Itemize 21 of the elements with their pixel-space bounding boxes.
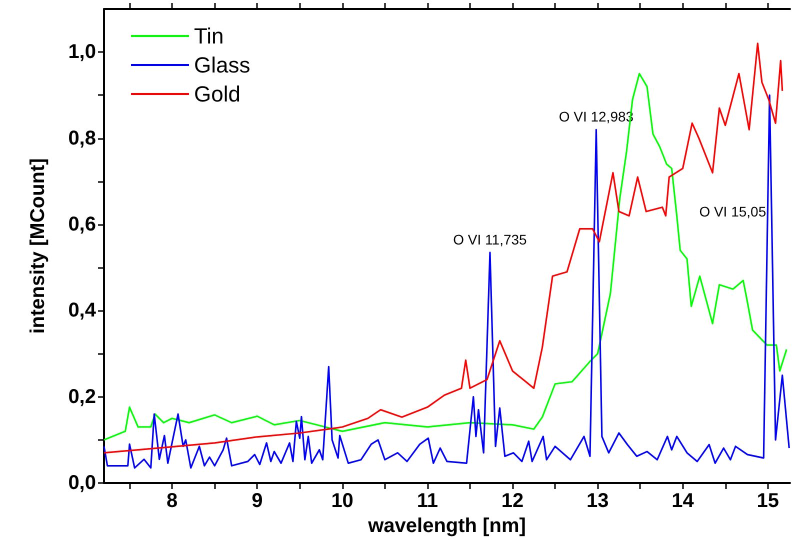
x-tick-label: 11 <box>416 490 438 512</box>
legend-label: Glass <box>194 52 250 78</box>
y-tick-label: 0,2 <box>68 386 96 408</box>
annotation: O VI 11,735 <box>453 231 528 248</box>
legend-label: Tin <box>194 24 224 48</box>
x-tick-label: 12 <box>501 490 524 512</box>
y-tick-label: 0,0 <box>68 472 96 494</box>
x-axis-title: wavelength [nm] <box>367 514 526 537</box>
legend-label: Gold <box>194 82 240 106</box>
y-tick-label: 1,0 <box>68 41 96 64</box>
x-tick-label: 10 <box>331 490 354 512</box>
x-tick-label: 14 <box>672 490 695 512</box>
y-tick-label: 0,6 <box>68 213 96 236</box>
annotation: O VI 15,05 <box>699 203 766 220</box>
x-tick-label: 9 <box>252 490 263 512</box>
y-tick-label: 0,8 <box>68 127 96 150</box>
x-tick-label: 15 <box>756 490 779 512</box>
y-axis-title: intensity [MCount] <box>27 158 49 334</box>
y-tick-label: 0,4 <box>68 300 97 322</box>
x-tick-label: 8 <box>166 490 178 512</box>
x-tick-label: 13 <box>586 490 609 512</box>
